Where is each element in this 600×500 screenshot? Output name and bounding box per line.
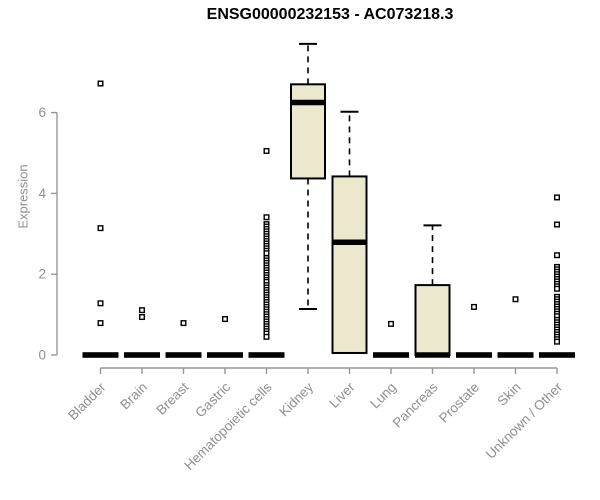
outlier-point bbox=[97, 80, 104, 87]
outlier-point bbox=[221, 316, 228, 323]
outlier-point bbox=[97, 300, 104, 307]
outlier-point bbox=[263, 214, 270, 221]
chart-title: ENSG00000232153 - AC073218.3 bbox=[206, 6, 454, 23]
x-category-label: Unknown / Other bbox=[483, 379, 566, 462]
zero-median-bar bbox=[165, 352, 202, 358]
zero-median-bar bbox=[124, 352, 160, 358]
x-category-label: Lung bbox=[367, 380, 399, 412]
x-category-label: Breast bbox=[153, 379, 191, 417]
zero-median-bar bbox=[373, 352, 409, 358]
outlier-point bbox=[180, 320, 187, 327]
outlier-point bbox=[263, 147, 270, 154]
zero-median-bar bbox=[456, 352, 492, 358]
x-category-label: Pancreas bbox=[390, 379, 441, 430]
y-tick-label: 4 bbox=[38, 186, 46, 201]
outlier-point bbox=[388, 320, 395, 327]
outlier-point bbox=[97, 320, 104, 327]
y-tick-label: 2 bbox=[38, 267, 46, 282]
outlier-point bbox=[263, 250, 270, 257]
outlier-point bbox=[554, 221, 561, 228]
y-tick-label: 0 bbox=[38, 348, 46, 363]
outlier-point bbox=[554, 252, 561, 259]
outlier-point bbox=[138, 314, 145, 321]
zero-median-bar bbox=[248, 352, 285, 358]
outlier-point bbox=[138, 307, 145, 314]
x-category-label: Kidney bbox=[276, 379, 316, 419]
outlier-point bbox=[554, 338, 561, 345]
x-category-label: Bladder bbox=[65, 379, 109, 423]
x-category-label: Liver bbox=[326, 379, 358, 411]
x-category-label: Brain bbox=[117, 380, 150, 413]
outlier-point bbox=[554, 194, 561, 201]
zero-median-bar bbox=[539, 352, 575, 358]
box-rect bbox=[331, 175, 368, 354]
zero-median-bar bbox=[497, 352, 534, 358]
outlier-point bbox=[554, 285, 561, 292]
zero-median-bar bbox=[207, 352, 243, 358]
zero-median-bar bbox=[82, 352, 119, 358]
box-rect bbox=[414, 284, 451, 356]
outlier-point bbox=[512, 296, 519, 303]
x-category-label: Skin bbox=[494, 380, 523, 409]
x-category-label: Gastric bbox=[192, 379, 233, 420]
outlier-point bbox=[263, 333, 270, 340]
box-rect bbox=[290, 83, 326, 180]
x-category-label: Prostate bbox=[436, 380, 482, 426]
outlier-point bbox=[471, 303, 478, 310]
outlier-point bbox=[97, 225, 104, 232]
y-tick-label: 6 bbox=[38, 105, 46, 120]
